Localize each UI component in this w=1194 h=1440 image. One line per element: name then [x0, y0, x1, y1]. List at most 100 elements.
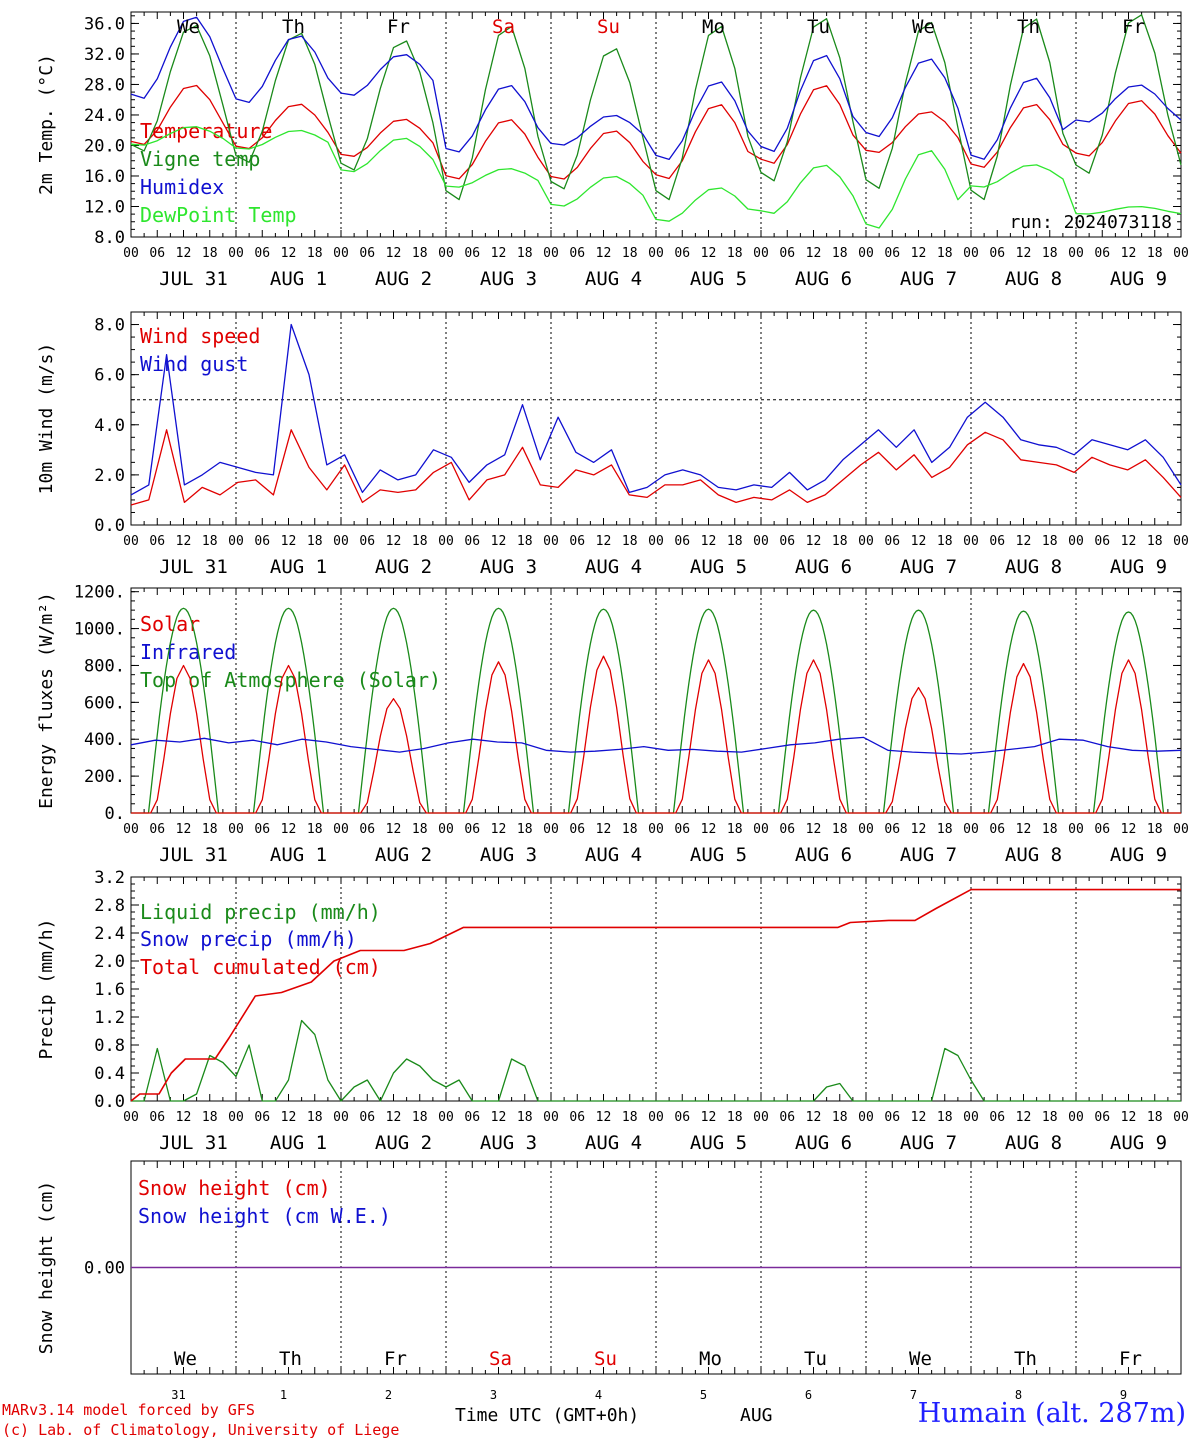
date-label: AUG 1 [270, 844, 327, 866]
hour-label: 06 [884, 1110, 900, 1125]
hour-label: 06 [884, 822, 900, 837]
legend-entry: Infrared [140, 640, 236, 664]
y-tick-label: 0.8 [94, 1036, 125, 1056]
date-label: AUG 5 [690, 1132, 747, 1154]
hour-label: 18 [412, 534, 428, 549]
hour-label: 18 [937, 246, 953, 261]
hour-label: 00 [123, 534, 139, 549]
hour-label: 12 [911, 1110, 927, 1125]
y-tick-label: 4.0 [94, 416, 125, 436]
y-axis-label: 2m Temp. (°C) [36, 54, 57, 195]
hour-label: 12 [176, 246, 192, 261]
date-label: AUG 2 [375, 556, 432, 578]
weekday-label: Tu [804, 1348, 827, 1370]
hour-label: 00 [963, 822, 979, 837]
y-tick-label: 1000. [74, 620, 125, 640]
y-tick-label: 1.6 [94, 980, 125, 1000]
hour-label: 12 [1121, 1110, 1137, 1125]
date-label: AUG 8 [1005, 844, 1062, 866]
hour-label: 18 [1147, 534, 1163, 549]
hour-label: 00 [333, 534, 349, 549]
hour-label: 12 [1016, 246, 1032, 261]
hour-label: 00 [438, 822, 454, 837]
hour-label: 12 [806, 1110, 822, 1125]
weekday-label: Fr [1122, 16, 1145, 38]
hour-label: 18 [202, 246, 218, 261]
y-tick-label: 8.0 [94, 228, 125, 248]
station-label: Humain (alt. 287m) [917, 1398, 1186, 1429]
hour-label: 12 [491, 246, 507, 261]
hour-label: 12 [1016, 822, 1032, 837]
series-line-wind-speed [130, 429, 1182, 506]
date-label: AUG 1 [270, 268, 327, 290]
y-tick-label: 0.0 [94, 1092, 125, 1112]
hour-label: 18 [307, 246, 323, 261]
date-label: AUG 1 [270, 556, 327, 578]
hour-label: 06 [674, 534, 690, 549]
hour-label: 06 [149, 1110, 165, 1125]
weekday-label: Su [594, 1348, 617, 1370]
hour-label: 12 [701, 1110, 717, 1125]
hour-label: 12 [176, 534, 192, 549]
y-axis-label: 10m Wind (m/s) [36, 343, 57, 495]
y-tick-label: 20.0 [84, 136, 125, 156]
legend-entry: Snow height (cm) [138, 1176, 331, 1200]
hour-label: 06 [989, 246, 1005, 261]
y-tick-label: 0.0 [94, 516, 125, 536]
hour-label: 00 [543, 246, 559, 261]
hour-label: 06 [1094, 534, 1110, 549]
hour-label: 12 [701, 534, 717, 549]
series-line-infrared [130, 736, 1182, 755]
series-line-humidex [130, 16, 1182, 161]
y-axis-label: Snow height (cm) [36, 1181, 57, 1354]
date-label: AUG 7 [900, 844, 957, 866]
hour-label: 00 [648, 534, 664, 549]
hour-label: 00 [963, 246, 979, 261]
legend-entry: Top of Atmosphere (Solar) [140, 668, 441, 692]
y-tick-label: 800. [84, 656, 125, 676]
hour-label: 00 [1068, 822, 1084, 837]
y-tick-label: 8.0 [94, 316, 125, 336]
hour-label: 00 [648, 822, 664, 837]
day-number: 5 [700, 1388, 707, 1402]
y-tick-label: 600. [84, 693, 125, 713]
hour-label: 06 [464, 1110, 480, 1125]
month-label: AUG [740, 1405, 773, 1426]
hour-label: 18 [307, 1110, 323, 1125]
legend-entry: Snow precip (mm/h) [140, 927, 357, 951]
date-label: AUG 4 [585, 844, 642, 866]
hour-label: 18 [412, 822, 428, 837]
series-line-temperature [130, 84, 1182, 180]
date-label: AUG 9 [1110, 556, 1167, 578]
date-label: AUG 1 [270, 1132, 327, 1154]
y-tick-label: 2.0 [94, 466, 125, 486]
hour-label: 06 [1094, 1110, 1110, 1125]
day-number: 3 [490, 1388, 497, 1402]
hour-label: 00 [648, 246, 664, 261]
date-label: AUG 3 [480, 556, 537, 578]
hour-label: 12 [1121, 246, 1137, 261]
hour-label: 00 [438, 1110, 454, 1125]
hour-label: 18 [307, 822, 323, 837]
date-label: AUG 5 [690, 556, 747, 578]
hour-label: 00 [1173, 822, 1189, 837]
weekday-label: Fr [1119, 1348, 1142, 1370]
hour-label: 18 [412, 246, 428, 261]
y-tick-label: 2.8 [94, 896, 125, 916]
series-line-total [130, 888, 1181, 1102]
hour-label: 00 [123, 1110, 139, 1125]
legend-entry: Liquid precip (mm/h) [140, 900, 381, 924]
hour-label: 06 [149, 822, 165, 837]
hour-label: 06 [884, 534, 900, 549]
hour-label: 12 [281, 534, 297, 549]
hour-label: 18 [937, 822, 953, 837]
hour-label: 00 [543, 1110, 559, 1125]
day-number: 6 [805, 1388, 812, 1402]
weekday-label: Th [279, 1348, 302, 1370]
y-tick-label: 2.0 [94, 952, 125, 972]
hour-label: 18 [727, 534, 743, 549]
hour-label: 18 [517, 1110, 533, 1125]
y-tick-label: 1.2 [94, 1008, 125, 1028]
hour-label: 00 [753, 246, 769, 261]
hour-label: 12 [386, 822, 402, 837]
